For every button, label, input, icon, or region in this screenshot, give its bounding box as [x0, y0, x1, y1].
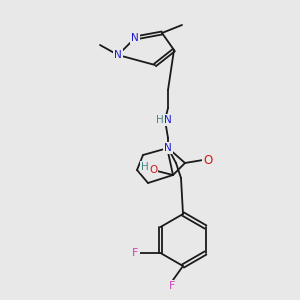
Text: O: O [203, 154, 213, 166]
Text: N: N [164, 115, 172, 125]
Text: F: F [169, 281, 175, 291]
Text: F: F [132, 248, 139, 258]
Text: N: N [114, 50, 122, 60]
Text: N: N [164, 143, 172, 153]
Text: N: N [131, 33, 139, 43]
Text: O: O [149, 165, 157, 175]
Text: H: H [156, 115, 164, 125]
Text: H: H [141, 162, 149, 172]
